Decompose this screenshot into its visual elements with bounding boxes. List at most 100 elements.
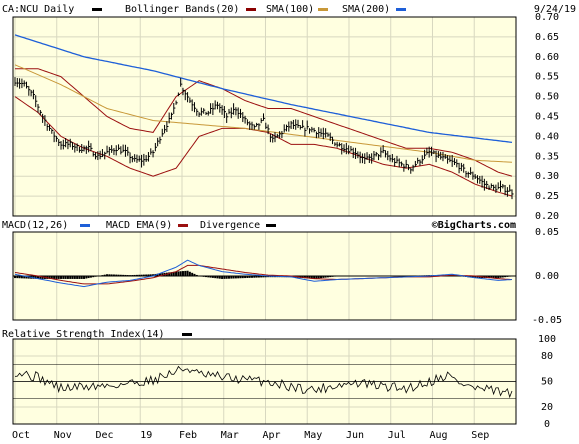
ohlc-bar <box>168 112 171 124</box>
divergence-bar <box>145 274 148 277</box>
ohlc-bar <box>283 124 286 133</box>
ohlc-bar <box>175 100 178 105</box>
ohlc-bar <box>249 121 252 130</box>
divergence-bar <box>492 276 495 279</box>
price-panel-frame <box>12 16 517 217</box>
ohlc-bar <box>159 136 162 144</box>
divergence-bar <box>313 276 316 279</box>
ohlc-bar <box>414 160 417 167</box>
ohlc-bar <box>338 142 342 147</box>
divergence-bar <box>474 276 477 279</box>
divergence-bar <box>172 271 175 277</box>
ohlc-bar <box>120 146 123 155</box>
divergence-bar <box>92 276 95 278</box>
ohlc-bar <box>193 102 197 113</box>
ohlc-bar <box>129 152 132 164</box>
y-tick-label: 0.65 <box>535 32 559 43</box>
divergence-bar <box>25 276 28 279</box>
divergence-bar <box>71 276 74 279</box>
ohlc-bar <box>223 106 226 118</box>
ohlc-bar <box>472 171 475 180</box>
ohlc-bar <box>152 150 155 158</box>
divergence-bar <box>331 276 334 277</box>
legend-macd-swatch <box>80 224 90 227</box>
divergence-bar <box>234 276 237 279</box>
ohlc-bar <box>412 164 415 172</box>
ohlc-bar <box>495 184 498 193</box>
divergence-bar <box>324 276 327 278</box>
legend-divergence-label: Divergence <box>200 220 260 231</box>
divergence-bar <box>112 274 115 277</box>
legend-divergence-swatch <box>266 224 276 227</box>
divergence-bar <box>85 276 88 279</box>
divergence-bar <box>60 276 63 279</box>
divergence-bar <box>209 276 212 278</box>
ohlc-bar <box>313 127 316 133</box>
ohlc-bar <box>191 99 194 112</box>
ohlc-bar <box>145 155 148 162</box>
divergence-bar <box>239 276 242 279</box>
ohlc-bar <box>460 162 463 172</box>
ohlc-bar <box>184 90 187 101</box>
ohlc-bar <box>251 121 254 130</box>
ohlc-bar <box>203 108 206 114</box>
ohlc-bar <box>196 108 199 116</box>
ohlc-bar <box>173 103 176 114</box>
divergence-bar <box>244 276 247 279</box>
divergence-bar <box>158 273 161 277</box>
ohlc-bar <box>493 184 496 191</box>
divergence-bar <box>110 274 113 277</box>
ohlc-bar <box>104 151 107 160</box>
divergence-bar <box>494 276 497 279</box>
divergence-bar <box>78 276 81 279</box>
divergence-bar <box>227 276 230 279</box>
x-tick-label: Nov <box>54 430 72 441</box>
divergence-bar <box>23 276 26 279</box>
divergence-bar <box>83 276 86 279</box>
ohlc-bar <box>42 113 45 123</box>
ohlc-bar <box>260 118 263 124</box>
watermark: ©BigCharts.com <box>432 219 516 231</box>
divergence-bar <box>55 276 58 279</box>
ohlc-bar <box>118 144 121 151</box>
ohlc-bar <box>216 101 220 110</box>
divergence-bar <box>152 274 155 277</box>
y-tick-label: 0.60 <box>535 52 559 63</box>
ohlc-bar <box>161 128 164 137</box>
divergence-bar <box>37 276 40 279</box>
ohlc-bar <box>424 149 427 160</box>
divergence-bar <box>76 276 79 279</box>
legend-sma200-label: SMA(200) <box>342 4 390 15</box>
divergence-bar <box>138 274 141 277</box>
macd-plot <box>13 259 516 288</box>
divergence-bar <box>53 276 56 279</box>
divergence-bar <box>149 274 152 277</box>
divergence-bar <box>221 276 224 279</box>
ohlc-bar <box>258 123 261 130</box>
ohlc-bar <box>437 151 440 158</box>
divergence-bar <box>115 274 118 277</box>
x-tick-label: Sep <box>471 430 489 441</box>
ohlc-bar <box>292 119 296 130</box>
ohlc-bar <box>76 143 79 152</box>
ohlc-bar <box>304 127 307 137</box>
divergence-bar <box>161 273 164 277</box>
ohlc-bar <box>60 141 63 150</box>
divergence-bar <box>124 274 127 277</box>
ohlc-bar <box>297 119 300 128</box>
ohlc-bar <box>83 145 86 152</box>
y-tick-label: 0.50 <box>535 92 559 103</box>
ohlc-bar <box>189 97 192 103</box>
ohlc-bar <box>378 154 381 161</box>
ohlc-bar <box>237 107 240 119</box>
legend-bollinger-label: Bollinger Bands(20) <box>125 4 239 15</box>
ohlc-bar <box>143 153 146 166</box>
legend-sma200-swatch <box>396 8 406 11</box>
ohlc-bar <box>97 151 100 161</box>
divergence-bar <box>156 273 159 277</box>
ohlc-bar <box>67 140 70 150</box>
divergence-bar <box>108 274 111 277</box>
divergence-bar <box>241 276 244 279</box>
ohlc-bar <box>488 185 491 191</box>
